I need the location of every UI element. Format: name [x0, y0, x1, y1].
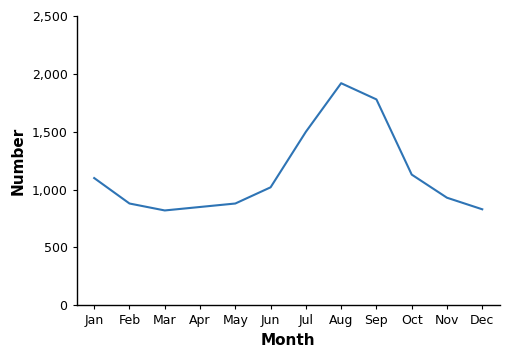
X-axis label: Month: Month	[261, 333, 315, 348]
Y-axis label: Number: Number	[11, 127, 26, 195]
